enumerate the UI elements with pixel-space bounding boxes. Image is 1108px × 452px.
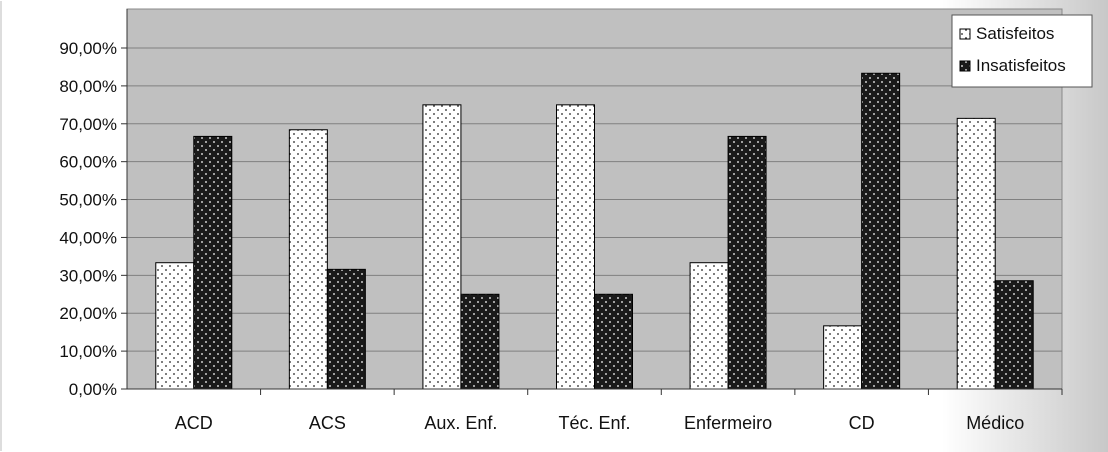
y-tick-label: 20,00% — [59, 304, 117, 323]
bar-satisfeitos — [956, 117, 996, 390]
x-category-label: Enfermeiro — [684, 413, 772, 433]
y-tick-label: 80,00% — [59, 77, 117, 96]
x-category-label: Aux. Enf. — [424, 413, 497, 433]
bar-satisfeitos — [823, 325, 863, 390]
bar-insatisfeitos — [326, 268, 366, 390]
legend-label: Satisfeitos — [976, 24, 1054, 43]
bar-satisfeitos — [689, 262, 729, 390]
y-tick-label: 90,00% — [59, 39, 117, 58]
bar-insatisfeitos — [193, 135, 233, 390]
bar-insatisfeitos — [994, 280, 1034, 390]
legend-label: Insatisfeitos — [976, 56, 1066, 75]
bar-insatisfeitos — [460, 293, 500, 390]
y-tick-label: 70,00% — [59, 115, 117, 134]
bar-satisfeitos — [155, 262, 195, 390]
y-tick-label: 40,00% — [59, 228, 117, 247]
x-category-label: CD — [849, 413, 875, 433]
legend-swatch — [959, 60, 971, 72]
bar-insatisfeitos — [727, 135, 767, 390]
y-tick-label: 50,00% — [59, 191, 117, 210]
bar-insatisfeitos — [861, 72, 901, 390]
bar-satisfeitos — [556, 104, 595, 390]
x-category-label: Téc. Enf. — [558, 413, 630, 433]
bar-satisfeitos — [422, 104, 462, 390]
x-category-label: ACD — [175, 413, 213, 433]
legend-box — [951, 14, 1093, 88]
x-category-label: Médico — [966, 413, 1024, 433]
legend-swatch — [959, 28, 971, 40]
y-tick-label: 60,00% — [59, 153, 117, 172]
bar-insatisfeitos — [594, 293, 633, 390]
legend: Satisfeitos Insatisfeitos — [951, 14, 1093, 88]
bar-satisfeitos — [288, 129, 328, 390]
x-category-label: ACS — [309, 413, 346, 433]
axes: 0,00% 10,00% 20,00% 30,00% 40,00% 50,00% 60,00… — [59, 9, 1063, 433]
y-tick-label: 10,00% — [59, 342, 117, 361]
y-tick-label: 0,00% — [69, 380, 117, 399]
y-tick-label: 30,00% — [59, 266, 117, 285]
bars — [155, 72, 1034, 390]
